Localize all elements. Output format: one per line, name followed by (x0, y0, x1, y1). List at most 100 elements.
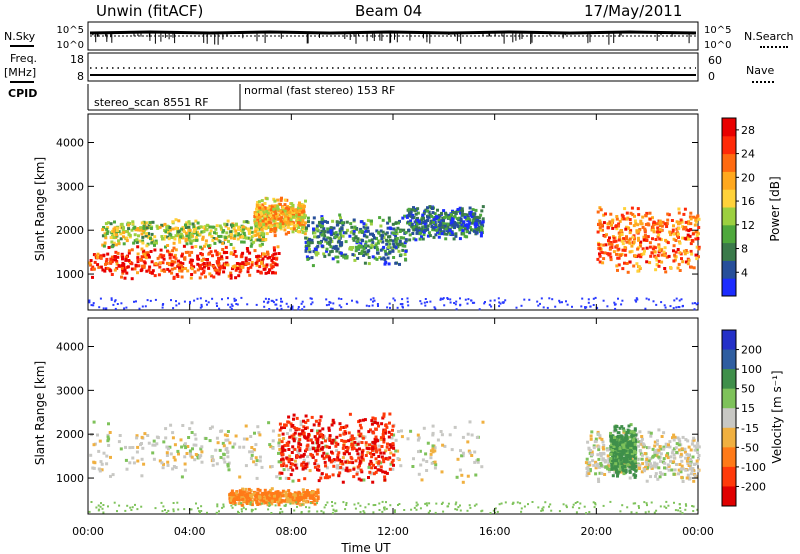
scatter-cell (227, 297, 229, 300)
scatter-cell (89, 259, 93, 262)
scatter-cell (229, 498, 233, 502)
scatter-cell (314, 498, 318, 502)
scatter-cell (426, 301, 429, 304)
scatter-cell (179, 235, 183, 239)
scatter-cell (373, 256, 377, 260)
scatter-cell (88, 261, 92, 265)
scatter-cell (608, 236, 611, 240)
scatter-cell (254, 229, 258, 233)
scatter-cell (187, 436, 191, 439)
scatter-cell (91, 265, 95, 269)
scatter-cell (621, 248, 625, 252)
scatter-cell (376, 241, 380, 245)
scatter-cell (678, 306, 681, 309)
scatter-cell (256, 225, 260, 229)
scatter-cell (302, 212, 305, 216)
scatter-cell (123, 268, 127, 272)
scatter-cell (344, 460, 348, 464)
scatter-cell (619, 434, 623, 438)
scatter-cell (260, 498, 264, 502)
scatter-cell (666, 452, 670, 456)
scatter-cell (106, 252, 110, 256)
scatter-cell (425, 460, 429, 463)
scatter-cell (331, 257, 335, 261)
scatter-cell (231, 493, 235, 496)
scatter-cell (642, 252, 646, 256)
scatter-cell (633, 214, 636, 218)
scatter-cell (571, 305, 573, 308)
scatter-cell (162, 462, 165, 466)
scatter-cell (286, 443, 290, 447)
scatter-cell (104, 236, 108, 240)
scatter-cell (679, 218, 683, 222)
scatter-cell (424, 452, 428, 456)
scatter-cell (215, 224, 219, 228)
scatter-cell (349, 455, 353, 459)
scatter-cell (297, 478, 301, 482)
scatter-cell (299, 443, 303, 447)
scatter-cell (151, 269, 155, 273)
scatter-cell (373, 299, 376, 302)
scatter-cell (644, 307, 647, 310)
scatter-cell (440, 232, 444, 236)
scatter-cell (153, 241, 156, 245)
scatter-cell (130, 267, 134, 271)
scatter-cell (229, 501, 233, 504)
scatter-cell (341, 221, 344, 225)
scatter-cell (684, 438, 688, 442)
scatter-cell (623, 248, 627, 252)
scatter-cell (633, 237, 636, 241)
scatter-cell (165, 451, 169, 455)
scatter-cell (398, 262, 401, 266)
scatter-cell (440, 470, 444, 474)
freq-underline (10, 81, 34, 83)
scatter-cell (310, 297, 313, 300)
scatter-cell (210, 455, 214, 459)
scatter-cell (109, 474, 112, 478)
scatter-cell (242, 490, 246, 494)
scatter-cell (199, 447, 203, 451)
scatter-cell (310, 303, 313, 306)
scatter-cell (142, 226, 146, 230)
scatter-cell (206, 224, 210, 228)
scatter-cell (383, 431, 387, 435)
scatter-cell (590, 453, 594, 457)
scatter-cell (660, 253, 664, 257)
scatter-cell (607, 242, 611, 246)
scatter-cell (401, 216, 405, 220)
scatter-cell (391, 428, 394, 432)
scatter-cell (389, 462, 393, 466)
scatter-cell (391, 249, 395, 253)
scatter-cell (286, 210, 290, 214)
scatter-cell (400, 429, 403, 433)
scatter-cell (389, 451, 393, 455)
scatter-cell (376, 439, 380, 443)
scatter-cell (255, 212, 258, 216)
scatter-cell (606, 252, 610, 256)
scatter-cell (252, 460, 256, 464)
scatter-cell (689, 465, 693, 469)
scatter-cell (463, 234, 467, 238)
scatter-cell (383, 478, 387, 482)
scatter-cell (264, 271, 268, 275)
scatter-cell (91, 466, 95, 470)
scatter-cell (125, 239, 129, 243)
scatter-cell (359, 432, 363, 436)
scatter-cell (128, 461, 132, 465)
scatter-cell (688, 215, 692, 219)
scatter-cell (283, 219, 287, 223)
scatter-cell (596, 257, 600, 261)
scatter-cell (619, 229, 623, 233)
scatter-cell (481, 420, 485, 424)
scatter-cell (105, 454, 109, 458)
scatter-cell (626, 454, 630, 458)
scatter-cell (456, 208, 460, 211)
scatter-cell (615, 252, 618, 256)
scatter-cell (608, 221, 612, 225)
scatter-cell (236, 267, 240, 270)
scatter-cell (177, 452, 180, 456)
scatter-cell (394, 234, 398, 238)
scatter-cell (468, 225, 472, 229)
scatter-cell (429, 449, 433, 453)
scatter-cell (338, 231, 342, 235)
